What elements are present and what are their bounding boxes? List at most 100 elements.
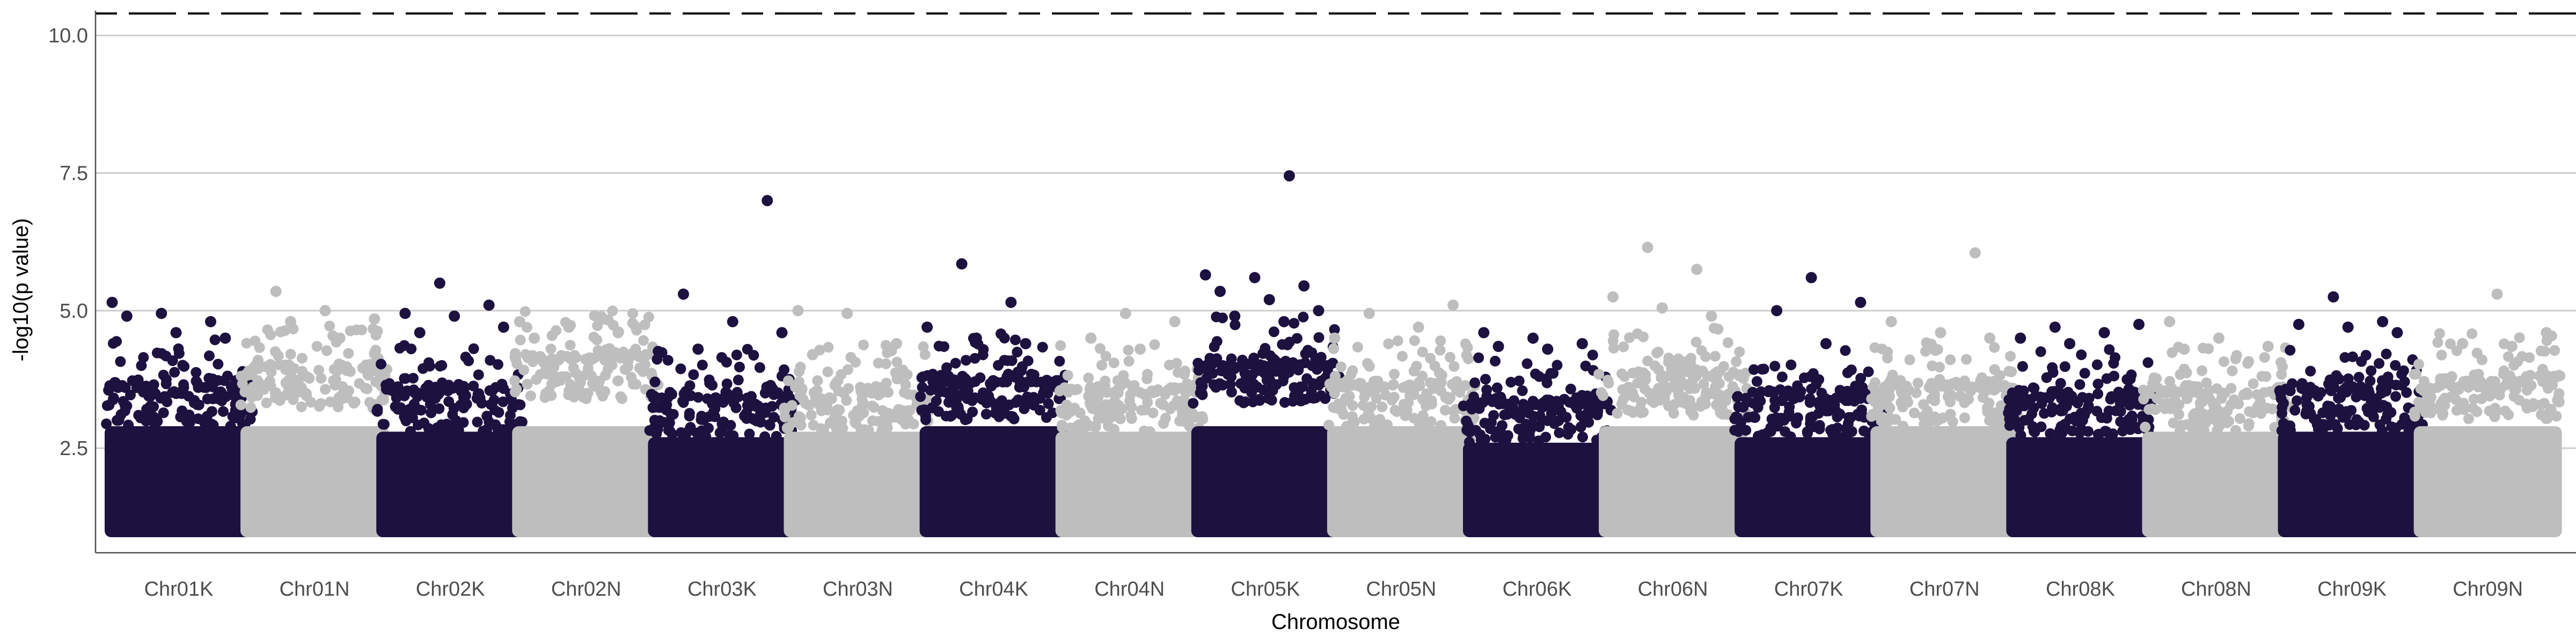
data-point <box>408 399 419 411</box>
data-point <box>1612 408 1623 419</box>
data-point <box>487 385 498 397</box>
data-point <box>1842 428 1854 440</box>
data-point <box>1734 346 1745 357</box>
data-point <box>2227 365 2238 377</box>
data-point <box>2432 337 2443 348</box>
data-point <box>1552 360 1563 371</box>
peak-point <box>956 258 968 270</box>
data-point <box>563 389 574 400</box>
data-point <box>943 370 954 382</box>
data-point <box>1103 420 1114 431</box>
peak-point <box>1020 338 1031 349</box>
data-point <box>1278 371 1289 383</box>
data-point <box>2186 386 2197 397</box>
data-point <box>1461 415 1472 427</box>
data-point <box>1748 364 1760 375</box>
peak-point <box>1135 343 1146 355</box>
data-point <box>1711 399 1722 411</box>
data-point <box>1732 412 1743 423</box>
data-point <box>515 399 526 411</box>
data-point <box>1037 341 1048 353</box>
data-point <box>1722 337 1733 348</box>
data-point <box>1176 405 1188 416</box>
data-point <box>1329 387 1340 399</box>
data-point <box>1587 349 1598 361</box>
peak-point <box>2015 332 2026 344</box>
data-point <box>2066 391 2077 402</box>
peak-point <box>2293 318 2304 330</box>
data-point <box>1408 365 1419 377</box>
peak-point <box>319 305 331 317</box>
data-point <box>794 366 805 377</box>
data-point <box>817 393 828 405</box>
chromosome-group <box>1188 170 1345 537</box>
data-point <box>493 407 504 418</box>
data-point <box>2490 376 2501 387</box>
data-point <box>1328 343 1340 354</box>
data-point <box>834 404 845 415</box>
data-point <box>742 392 753 404</box>
data-point <box>488 394 500 406</box>
data-point <box>891 356 903 368</box>
data-point <box>1358 400 1369 411</box>
data-point <box>2332 423 2343 434</box>
data-point <box>1990 407 2001 419</box>
data-point <box>407 372 419 384</box>
y-tick-label: 5.0 <box>60 300 88 323</box>
peak-point <box>334 332 346 344</box>
data-point <box>2167 347 2178 358</box>
data-point <box>752 400 764 412</box>
data-point <box>613 375 624 386</box>
chromosome-group <box>1054 308 1209 537</box>
data-point <box>1946 378 1958 390</box>
data-point <box>1192 357 1204 369</box>
data-point <box>1554 427 1565 438</box>
data-point <box>1648 397 1659 408</box>
data-point <box>2120 391 2132 402</box>
data-point <box>734 361 745 372</box>
data-point <box>1417 414 1428 426</box>
data-point <box>2296 383 2308 394</box>
data-point <box>1904 354 1915 365</box>
data-point <box>2121 374 2133 385</box>
data-point <box>123 419 134 430</box>
data-point <box>519 306 531 317</box>
data-point <box>647 402 658 413</box>
data-point <box>833 385 844 397</box>
data-point <box>588 331 599 342</box>
y-tick-label: 7.5 <box>60 162 88 185</box>
data-point <box>1429 360 1440 371</box>
chromosome-group <box>915 258 1071 537</box>
data-point <box>434 403 445 414</box>
data-point <box>2347 351 2358 362</box>
peak-point <box>369 313 380 325</box>
data-point <box>2110 352 2121 363</box>
data-point <box>1869 377 1880 388</box>
peak-point <box>2213 332 2224 344</box>
peak-point <box>205 316 217 327</box>
data-point <box>1269 360 1280 371</box>
data-point <box>1141 373 1153 384</box>
data-point <box>2096 412 2107 423</box>
data-point <box>252 354 264 365</box>
x-tick-label: Chr09N <box>2453 578 2523 601</box>
data-point <box>916 405 927 416</box>
data-point <box>2209 398 2221 409</box>
data-point <box>1842 367 1853 378</box>
data-point <box>2076 349 2087 361</box>
data-point <box>405 426 416 437</box>
data-point <box>253 363 264 374</box>
data-point <box>1247 369 1258 380</box>
data-point <box>2468 393 2479 405</box>
data-point <box>207 373 218 384</box>
data-point <box>1723 371 1735 382</box>
data-point <box>206 406 217 417</box>
data-point <box>2014 422 2025 434</box>
data-point <box>2047 402 2058 413</box>
data-point <box>584 352 595 363</box>
peak-point <box>170 327 182 339</box>
data-point <box>1891 379 1902 391</box>
data-point <box>2500 405 2511 416</box>
peak-point <box>1805 272 1817 283</box>
data-point <box>2381 401 2392 413</box>
